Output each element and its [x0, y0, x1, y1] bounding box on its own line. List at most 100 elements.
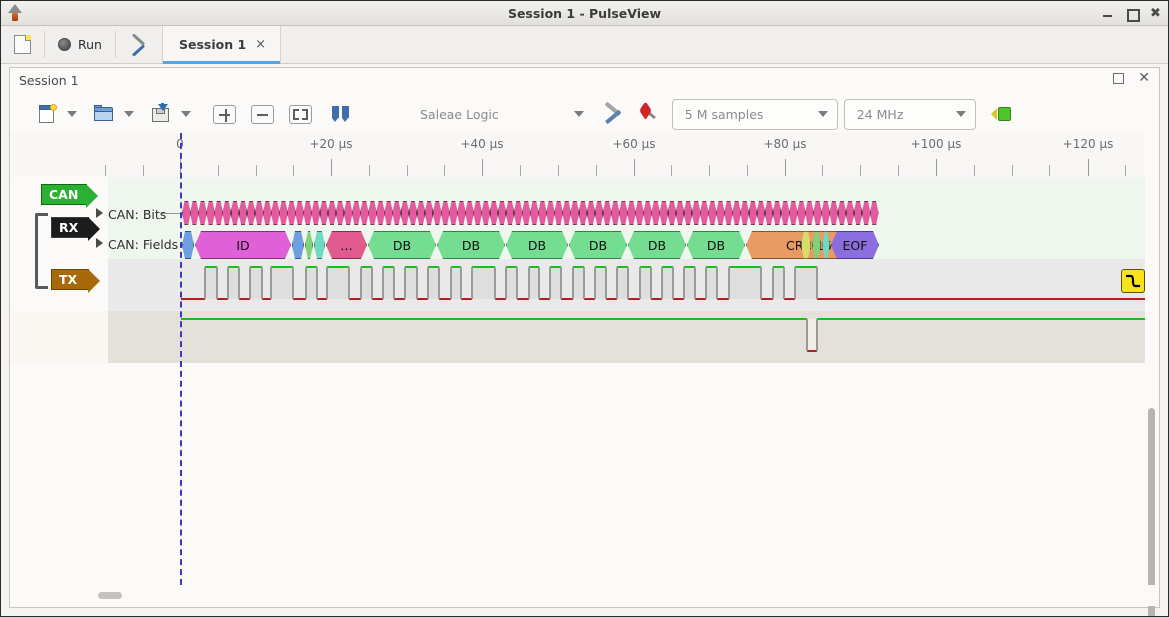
can-bit-annotation[interactable] — [481, 201, 490, 225]
can-bit-annotation[interactable] — [684, 201, 693, 225]
can-field-annotation[interactable]: … — [326, 231, 367, 259]
can-bit-annotation[interactable] — [668, 201, 677, 225]
zoom-fit-button[interactable] — [289, 104, 312, 124]
can-bit-annotation[interactable] — [838, 201, 847, 225]
can-field-annotation[interactable] — [812, 231, 821, 259]
can-bit-annotation[interactable] — [562, 201, 571, 225]
device-config-button[interactable] — [602, 101, 626, 125]
can-bit-annotation[interactable] — [320, 201, 329, 225]
can-bit-annotation[interactable] — [854, 201, 863, 225]
can-bit-annotation[interactable] — [271, 201, 280, 225]
can-bit-annotation[interactable] — [603, 201, 612, 225]
can-field-annotation[interactable]: DB — [368, 231, 436, 259]
can-bit-annotation[interactable] — [247, 201, 256, 225]
tx-waveform[interactable] — [11, 311, 1158, 363]
decoder-tag-can[interactable]: CAN — [41, 183, 98, 208]
can-bit-annotation[interactable] — [473, 201, 482, 225]
can-bit-annotation[interactable] — [417, 201, 426, 225]
chevron-down-icon[interactable] — [817, 111, 828, 117]
can-bit-annotation[interactable] — [328, 201, 337, 225]
zoom-out-button[interactable] — [251, 104, 274, 124]
can-field-annotation[interactable] — [801, 231, 811, 259]
can-bit-annotation[interactable] — [757, 201, 766, 225]
chevron-down-icon[interactable] — [573, 111, 584, 117]
new-file-button[interactable] — [34, 102, 77, 126]
can-bit-annotation[interactable] — [522, 201, 531, 225]
minimize-icon[interactable] — [1101, 7, 1114, 20]
can-bit-annotation[interactable] — [441, 201, 450, 225]
vertical-scrollbar-thumb[interactable] — [1148, 408, 1155, 616]
chevron-down-icon[interactable] — [67, 111, 77, 117]
can-bit-annotation[interactable] — [659, 201, 668, 225]
can-bit-annotation[interactable] — [627, 201, 636, 225]
can-field-annotation[interactable] — [292, 231, 304, 259]
can-bit-annotation[interactable] — [465, 201, 474, 225]
close-icon[interactable]: ✖ — [1150, 6, 1161, 21]
can-bit-annotation[interactable] — [554, 201, 563, 225]
can-bit-annotation[interactable] — [805, 201, 814, 225]
sample-count-select[interactable]: 5 M samples — [671, 98, 838, 130]
expander-icon[interactable] — [96, 208, 103, 218]
can-bit-annotation[interactable] — [635, 201, 644, 225]
channel-tag-rx[interactable]: RX — [51, 216, 100, 241]
can-bit-annotation[interactable] — [708, 201, 717, 225]
can-bit-annotation[interactable] — [263, 201, 272, 225]
can-bit-annotation[interactable] — [449, 201, 458, 225]
close-icon[interactable]: ✕ — [1138, 70, 1150, 86]
can-field-annotation[interactable]: DB — [687, 231, 745, 259]
can-bit-annotation[interactable] — [344, 201, 353, 225]
expander-icon[interactable] — [96, 238, 103, 248]
can-field-annotation[interactable]: DB — [569, 231, 627, 259]
probe-button[interactable] — [636, 101, 658, 125]
can-bit-annotation[interactable] — [749, 201, 758, 225]
can-bit-annotation[interactable] — [546, 201, 555, 225]
can-bit-annotation[interactable] — [498, 201, 507, 225]
can-field-annotation[interactable]: DB — [628, 231, 686, 259]
can-bit-annotation[interactable] — [732, 201, 741, 225]
trigger-cursor-line[interactable] — [180, 133, 182, 585]
can-field-annotation[interactable] — [305, 231, 313, 259]
can-bit-annotation[interactable] — [206, 201, 215, 225]
can-bit-annotation[interactable] — [198, 201, 207, 225]
can-bit-annotation[interactable] — [579, 201, 588, 225]
can-bit-annotation[interactable] — [797, 201, 806, 225]
can-bit-annotation[interactable] — [352, 201, 361, 225]
can-bit-annotation[interactable] — [587, 201, 596, 225]
can-bit-annotation[interactable] — [700, 201, 709, 225]
can-bit-annotation[interactable] — [409, 201, 418, 225]
can-bit-annotation[interactable] — [368, 201, 377, 225]
horizontal-scrollbar-thumb[interactable] — [98, 592, 122, 599]
tab-session-1[interactable]: Session 1 × — [161, 26, 282, 64]
can-bit-annotation[interactable] — [255, 201, 264, 225]
can-bit-annotation[interactable] — [781, 201, 790, 225]
can-bit-annotation[interactable] — [530, 201, 539, 225]
open-file-button[interactable] — [91, 102, 134, 126]
can-bit-annotation[interactable] — [651, 201, 660, 225]
can-bit-annotation[interactable] — [392, 201, 401, 225]
can-bit-annotation[interactable] — [425, 201, 434, 225]
row-label-can-fields[interactable]: CAN: Fields — [96, 237, 178, 252]
can-bit-annotation[interactable] — [538, 201, 547, 225]
save-file-button[interactable] — [148, 102, 191, 126]
can-bit-annotation[interactable] — [336, 201, 345, 225]
connector-icon[interactable] — [989, 103, 1015, 125]
chevron-down-icon[interactable] — [955, 111, 966, 117]
tab-close-icon[interactable]: × — [255, 37, 267, 52]
can-bit-annotation[interactable] — [724, 201, 733, 225]
can-bit-annotation[interactable] — [676, 201, 685, 225]
can-bit-annotation[interactable] — [789, 201, 798, 225]
can-bit-annotation[interactable] — [376, 201, 385, 225]
can-fields-annotations[interactable]: ID…DBDBDBDBDBDBCRC-15EOF — [11, 231, 1158, 259]
can-bit-annotation[interactable] — [773, 201, 782, 225]
can-bit-annotation[interactable] — [611, 201, 620, 225]
can-bit-annotation[interactable] — [692, 201, 701, 225]
can-bit-annotation[interactable] — [595, 201, 604, 225]
can-field-annotation[interactable]: DB — [506, 231, 568, 259]
can-bit-annotation[interactable] — [514, 201, 523, 225]
can-bit-annotation[interactable] — [619, 201, 628, 225]
can-bit-annotation[interactable] — [643, 201, 652, 225]
can-field-annotation[interactable]: EOF — [831, 231, 879, 259]
can-bit-annotation[interactable] — [862, 201, 871, 225]
can-field-annotation[interactable] — [314, 231, 325, 259]
can-bit-annotation[interactable] — [401, 201, 410, 225]
